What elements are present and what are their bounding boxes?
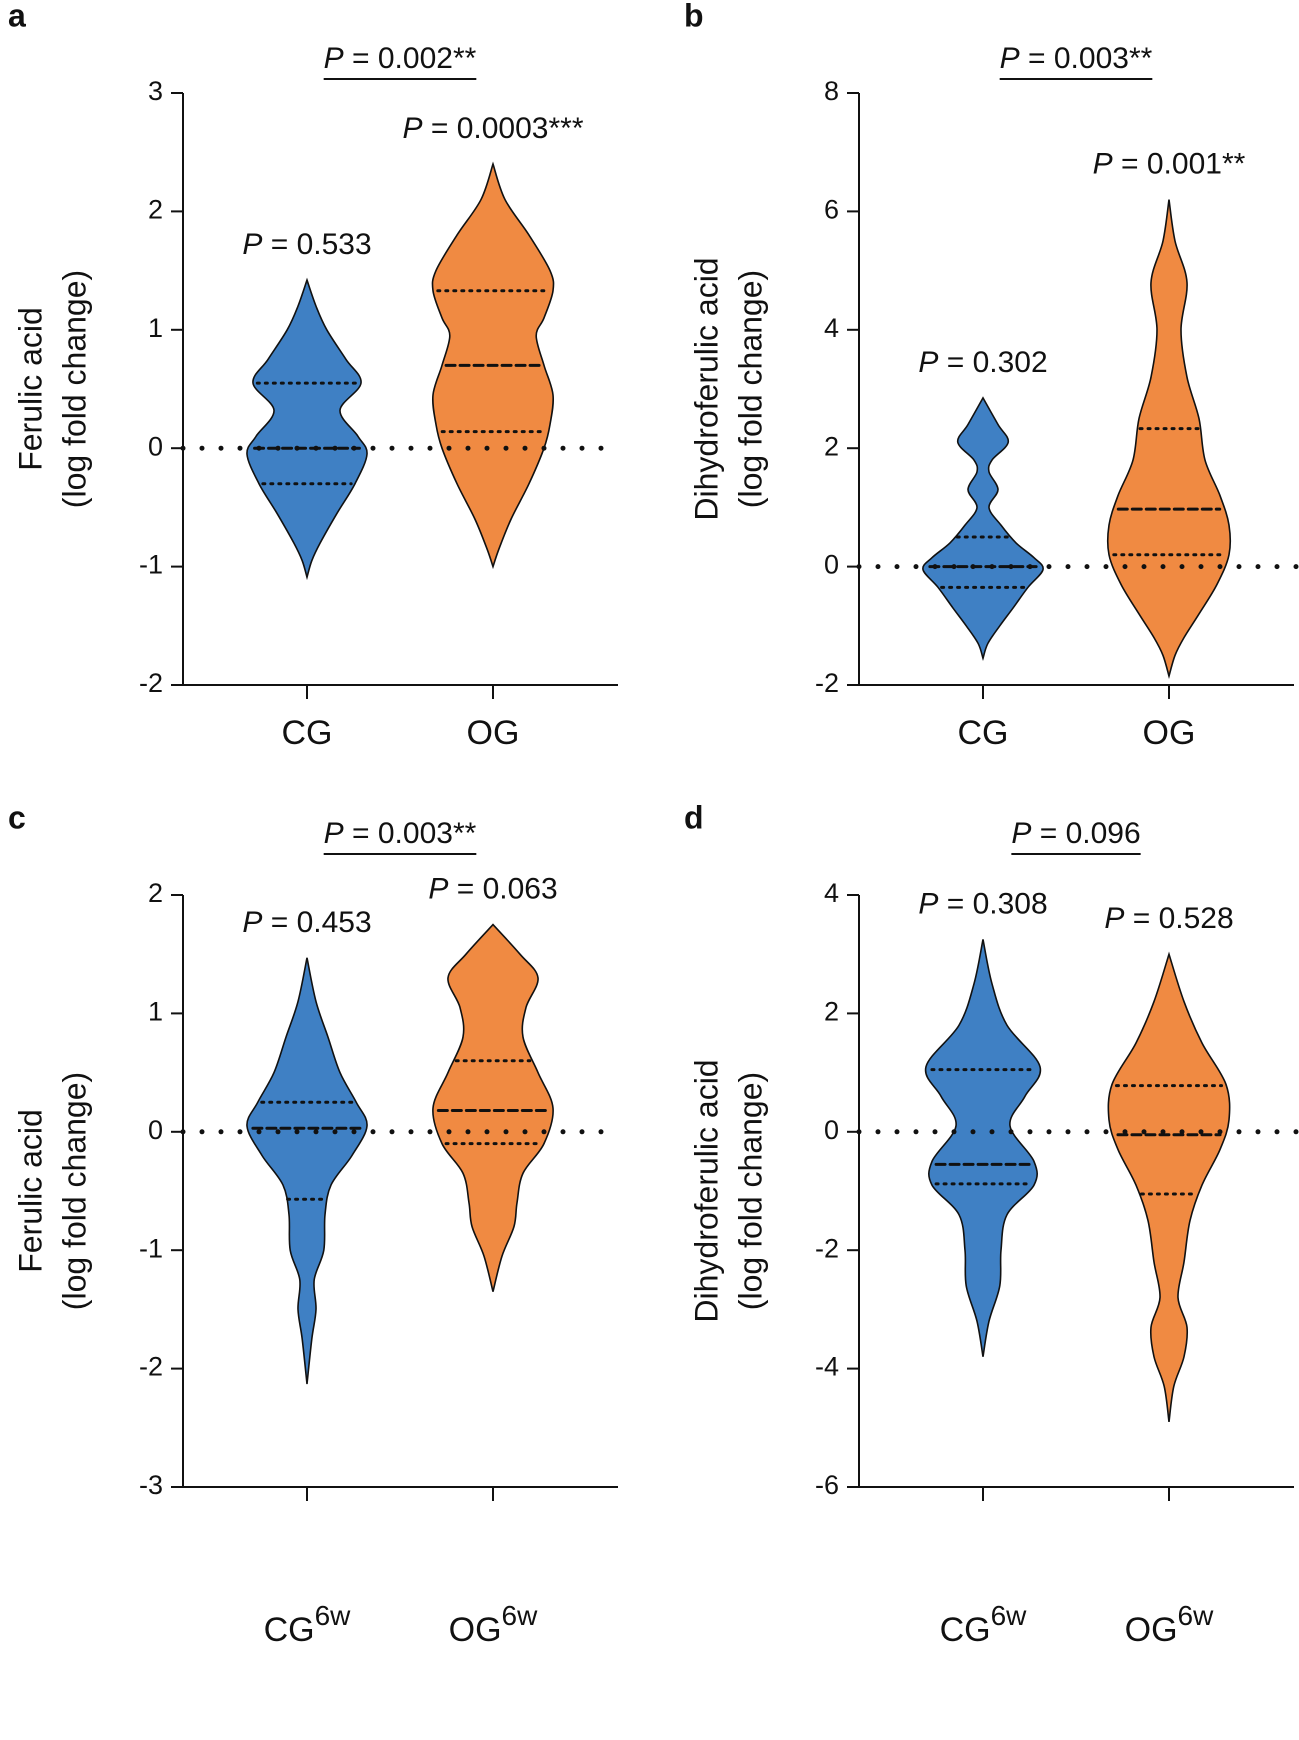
violin: [432, 923, 554, 1292]
y-tick-label: 8: [824, 76, 839, 106]
comparison-label: P = 0.096: [1011, 817, 1140, 850]
y-tick-label: 2: [148, 195, 163, 225]
y-tick-label: 2: [824, 431, 839, 461]
p-value-label: P = 0.0003***: [403, 112, 584, 145]
y-tick-label: -6: [815, 1470, 839, 1500]
y-tick-label: 2: [824, 997, 839, 1027]
panel-letter: d: [684, 799, 704, 835]
category-superscript: 6w: [991, 1600, 1028, 1631]
category-name: OG: [1125, 1611, 1178, 1649]
violin: [922, 396, 1044, 661]
panel-letter: a: [8, 0, 26, 33]
p-value-label: P = 0.533: [242, 228, 371, 261]
y-tick-label: 4: [824, 878, 839, 908]
x-tick-label: CG: [958, 714, 1009, 752]
y-tick-label: -2: [815, 668, 839, 698]
y-tick-label: 4: [824, 313, 839, 343]
x-tick-label: CG6w: [940, 1600, 1028, 1649]
violin: [1106, 199, 1232, 679]
y-tick-label: 0: [148, 431, 163, 461]
category-name: OG: [1143, 714, 1196, 752]
category-superscript: 6w: [502, 1600, 539, 1631]
y-tick-label: -2: [815, 1233, 839, 1263]
y-tick-label: -3: [139, 1470, 163, 1500]
y-tick-label: 3: [148, 76, 163, 106]
y-tick-label: -2: [139, 1352, 163, 1382]
x-tick-label: CG6w: [264, 1600, 352, 1649]
comparison-label: P = 0.003**: [1000, 42, 1153, 75]
p-value-label: P = 0.308: [918, 887, 1047, 920]
y-axis-label: Dihydroferulic acid: [688, 1059, 724, 1322]
category-name: CG: [264, 1611, 315, 1649]
x-tick-label: OG: [467, 714, 520, 752]
y-axis-label: (log fold change): [732, 270, 768, 508]
x-tick-label: OG: [1143, 714, 1196, 752]
violin: [924, 939, 1042, 1357]
comparison-label: P = 0.002**: [324, 42, 477, 75]
x-tick-label: CG: [282, 714, 333, 752]
p-value-label: P = 0.063: [428, 873, 557, 906]
y-tick-label: -1: [139, 1233, 163, 1263]
y-tick-label: -1: [139, 550, 163, 580]
p-value-label: P = 0.528: [1104, 902, 1233, 935]
y-tick-label: 1: [148, 313, 163, 343]
p-value-label: P = 0.302: [918, 346, 1047, 379]
violin: [1107, 951, 1231, 1422]
y-tick-label: 0: [148, 1115, 163, 1145]
comparison-label: P = 0.003**: [324, 817, 477, 850]
category-name: OG: [467, 714, 520, 752]
violin: [246, 957, 368, 1385]
y-tick-label: 0: [824, 550, 839, 580]
x-tick-label: OG6w: [449, 1600, 538, 1649]
y-axis-label: (log fold change): [56, 270, 92, 508]
y-tick-label: 6: [824, 195, 839, 225]
panel-letter: b: [684, 0, 704, 33]
p-value-label: P = 0.001**: [1093, 147, 1246, 180]
y-axis-label: (log fold change): [56, 1072, 92, 1310]
y-axis-label: Ferulic acid: [12, 307, 48, 471]
panel-letter: c: [8, 799, 26, 835]
x-tick-label: OG6w: [1125, 1600, 1214, 1649]
y-axis-label: Dihydroferulic acid: [688, 257, 724, 520]
category-name: CG: [940, 1611, 991, 1649]
category-name: CG: [282, 714, 333, 752]
y-tick-label: 1: [148, 997, 163, 1027]
y-axis-label: Ferulic acid: [12, 1109, 48, 1273]
y-tick-label: -2: [139, 668, 163, 698]
y-tick-label: 0: [824, 1115, 839, 1145]
y-axis-label: (log fold change): [732, 1072, 768, 1310]
p-value-label: P = 0.453: [242, 906, 371, 939]
violin: [246, 277, 368, 581]
y-tick-label: -4: [815, 1352, 839, 1382]
category-superscript: 6w: [1178, 1600, 1215, 1631]
category-name: CG: [958, 714, 1009, 752]
category-name: OG: [449, 1611, 502, 1649]
category-superscript: 6w: [315, 1600, 352, 1631]
y-tick-label: 2: [148, 878, 163, 908]
